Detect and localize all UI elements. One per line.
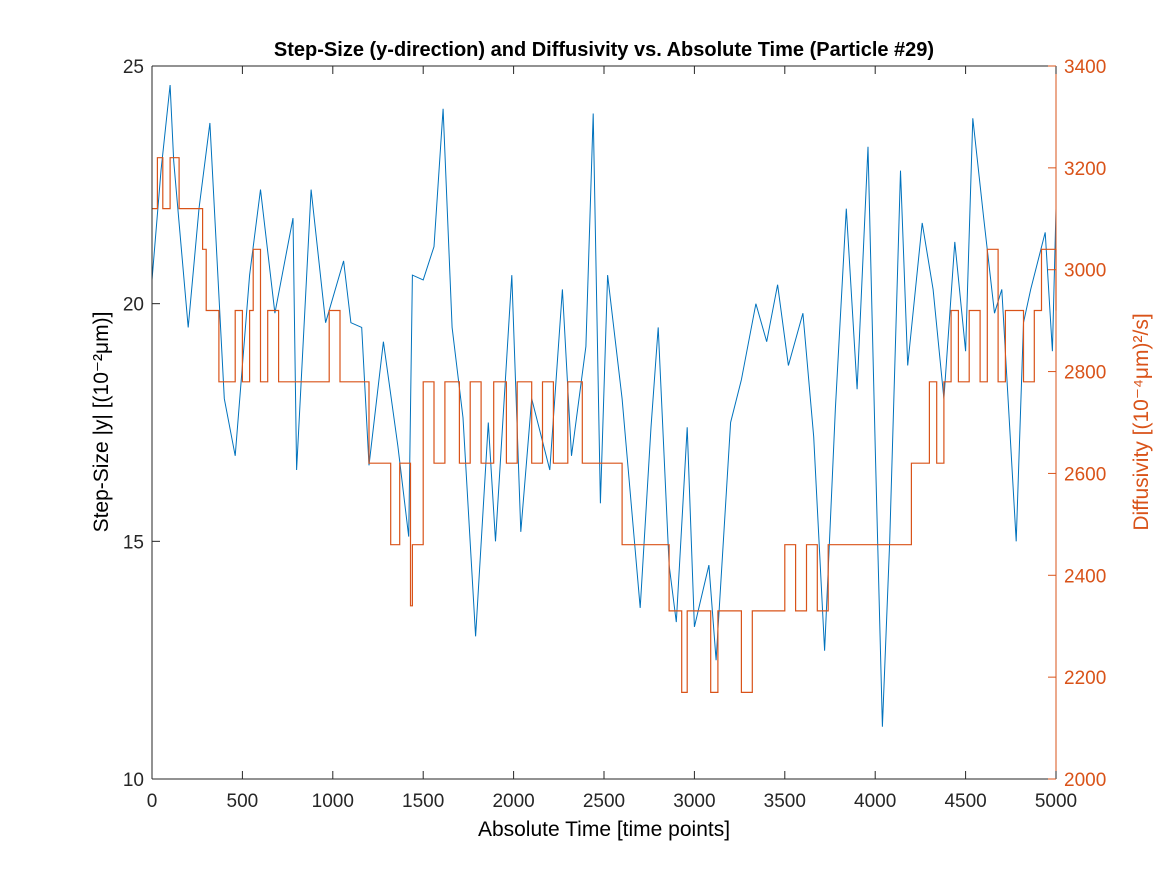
right-y-axis-label: Diffusivity [(10⁻⁴μm)²/s] — [1130, 313, 1153, 530]
left-y-tick-label: 15 — [123, 532, 144, 553]
left-y-axis-label: Step-Size |y| [(10⁻²μm)] — [90, 312, 113, 533]
right-y-tick-label: 2600 — [1064, 464, 1106, 485]
x-tick-label: 2000 — [492, 791, 534, 812]
x-tick-label: 4500 — [944, 791, 986, 812]
x-tick-label: 1000 — [312, 791, 354, 812]
axes: 0 500 1000 1500 2000 2500 3000 3500 4000 4500 5000… — [123, 57, 1106, 812]
right-y-tick-label: 2400 — [1064, 566, 1106, 587]
chart-title: Step-Size (y-direction) and Diffusivity … — [274, 39, 934, 61]
diffusivity-line — [152, 157, 1057, 693]
x-tick-label: 2500 — [583, 791, 625, 812]
left-y-ticks: 10 15 20 25 — [123, 57, 160, 791]
x-ticks: 0 500 1000 1500 2000 2500 3000 3500 4000 4500 5000 — [147, 66, 1077, 812]
x-tick-label: 4000 — [854, 791, 896, 812]
left-y-tick-label: 20 — [123, 295, 144, 316]
right-y-tick-label: 3200 — [1064, 159, 1106, 180]
x-axis-label: Absolute Time [time points] — [478, 818, 730, 841]
right-y-tick-label: 2800 — [1064, 363, 1106, 384]
right-y-tick-label: 3400 — [1064, 57, 1106, 78]
x-tick-label: 3000 — [673, 791, 715, 812]
right-y-tick-label: 2000 — [1064, 770, 1106, 791]
left-y-tick-label: 25 — [123, 57, 144, 78]
step-size-line — [151, 84, 1057, 727]
plot-area — [151, 66, 1057, 779]
x-tick-label: 3500 — [764, 791, 806, 812]
x-tick-label: 500 — [227, 791, 259, 812]
right-y-tick-label: 3000 — [1064, 261, 1106, 282]
x-tick-label: 1500 — [402, 791, 444, 812]
left-y-tick-label: 10 — [123, 770, 144, 791]
plot-background — [152, 66, 1056, 779]
x-tick-label: 0 — [147, 791, 158, 812]
right-y-ticks: 2000 2200 2400 2600 2800 3000 3200 3400 — [1048, 57, 1106, 791]
x-tick-label: 5000 — [1035, 791, 1077, 812]
right-y-tick-label: 2200 — [1064, 668, 1106, 689]
